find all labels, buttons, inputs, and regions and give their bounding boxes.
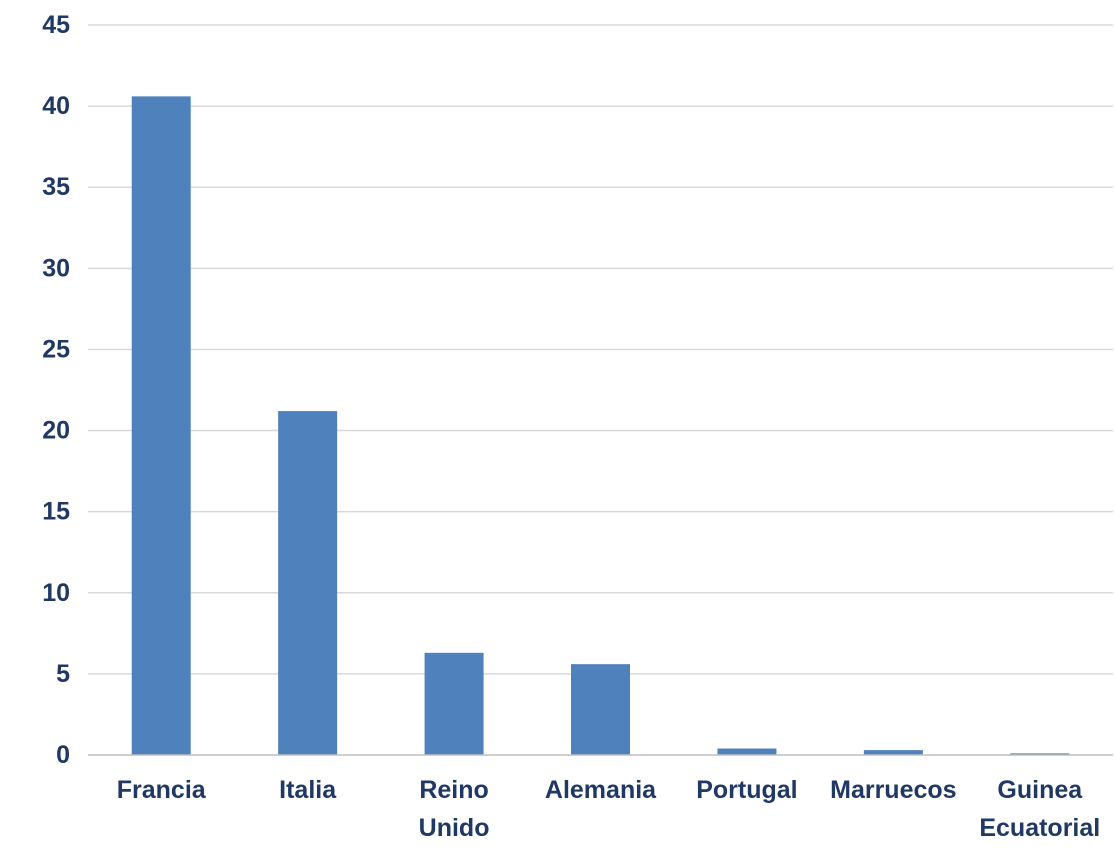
bar [424, 652, 484, 755]
x-category-label: Alemania [545, 776, 657, 804]
y-tick-label: 30 [42, 254, 70, 282]
x-category-label-line: Guinea [997, 776, 1083, 804]
y-tick-label: 10 [42, 579, 70, 607]
y-axis-ticks: 0 5 10 15 20 25 30 35 40 45 [42, 11, 70, 769]
bar [717, 748, 777, 755]
y-tick-label: 5 [56, 660, 70, 688]
x-category-label-line: Portugal [696, 776, 797, 804]
x-category-label-line: Reino [419, 776, 488, 804]
bar [1010, 753, 1070, 755]
x-category-label: Francia [117, 776, 207, 804]
x-category-label: Reino Unido [419, 776, 490, 842]
x-category-label-line: Unido [419, 814, 490, 842]
x-category-label-line: Francia [117, 776, 207, 804]
x-category-label: Italia [279, 776, 337, 804]
y-tick-label: 20 [42, 417, 70, 445]
y-tick-label: 25 [42, 335, 70, 363]
bar [571, 664, 630, 755]
x-category-label-line: Ecuatorial [979, 814, 1100, 842]
y-tick-label: 0 [56, 741, 70, 769]
y-tick-label: 45 [42, 11, 70, 39]
bar [863, 750, 923, 755]
y-tick-label: 15 [42, 498, 70, 526]
bars [131, 96, 1070, 755]
x-category-label-line: Marruecos [830, 776, 956, 804]
x-category-label-line: Alemania [545, 776, 657, 804]
x-axis-labels: Francia Italia Reino Unido Alemania Portugal M… [117, 776, 1100, 842]
y-tick-label: 40 [42, 92, 70, 120]
bar [278, 411, 338, 755]
x-category-label: Guinea Ecuatorial [979, 776, 1100, 842]
bar [131, 96, 191, 755]
y-tick-label: 35 [42, 173, 70, 201]
gridlines [88, 24, 1113, 675]
x-category-label-line: Italia [279, 776, 337, 804]
x-category-label: Portugal [696, 776, 797, 804]
x-category-label: Marruecos [830, 776, 956, 804]
